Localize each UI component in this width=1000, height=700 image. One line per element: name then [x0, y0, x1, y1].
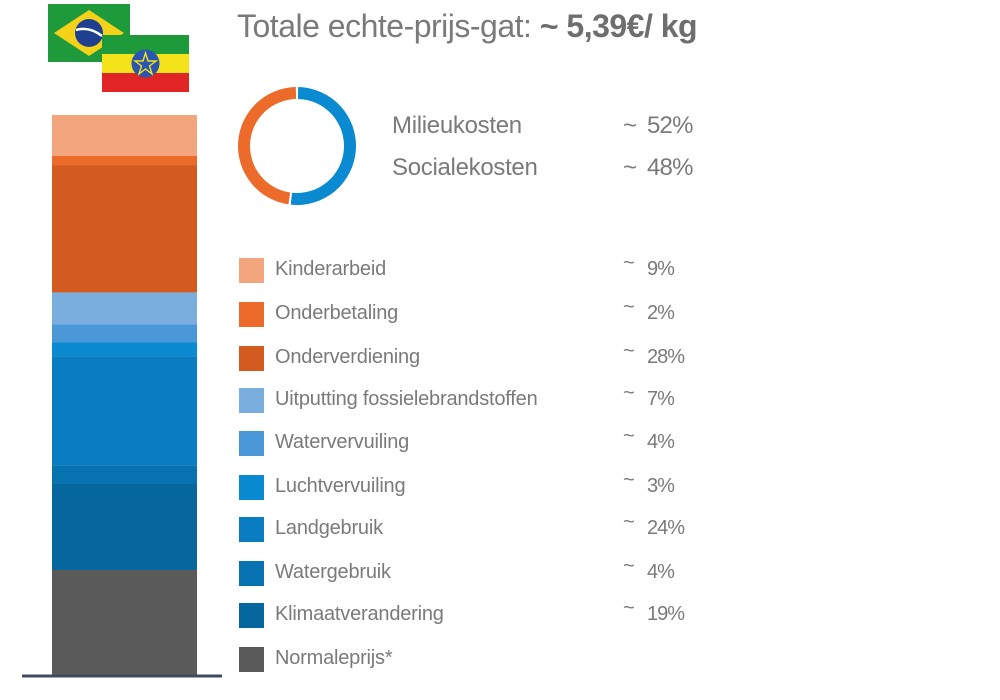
bar-segment-landgebruik [52, 356, 197, 466]
legend-pct: 4% [647, 431, 675, 453]
bar-segment-kinderarbeid [52, 115, 197, 156]
legend-swatch [239, 647, 264, 672]
legend-swatch [239, 302, 264, 327]
legend-item-onderverdiening: Onderverdiening ~ 28% [239, 340, 719, 372]
legend-tilde: ~ [623, 252, 635, 274]
donut-slice-milieukosten [290, 87, 357, 206]
title-value: ~ 5,39€/ kg [539, 8, 698, 44]
legend-label: Klimaatverandering [275, 603, 444, 625]
bar-segment-onderverdiening [52, 165, 197, 293]
legend-swatch [239, 346, 264, 371]
legend-label: Uitputting fossielebrandstoffen [275, 388, 538, 410]
summary-tilde-milieukosten: ~ [623, 112, 637, 139]
legend-item-uitputting-fossielebrandstoffen: Uitputting fossielebrandstoffen ~ 7% [239, 382, 719, 414]
legend-swatch [239, 517, 264, 542]
legend-tilde: ~ [623, 511, 635, 533]
legend-pct: 3% [647, 475, 675, 497]
legend-pct: 2% [647, 302, 675, 324]
legend-item-kinderarbeid: Kinderarbeid ~ 9% [239, 252, 719, 284]
summary-pct-milieukosten: 52% [647, 112, 693, 139]
legend-tilde: ~ [623, 469, 635, 491]
summary-label-socialekosten: Socialekosten [392, 154, 538, 181]
legend-item-watergebruik: Watergebruik ~ 4% [239, 555, 719, 587]
legend-pct: 24% [647, 517, 685, 539]
bar-segment-watervervuiling [52, 324, 197, 343]
bar-segment-luchtvervuiling [52, 342, 197, 357]
bar-segment-normaleprijs [52, 570, 197, 676]
legend-swatch [239, 258, 264, 283]
legend-label: Watergebruik [275, 561, 391, 583]
legend-pct: 7% [647, 388, 675, 410]
legend-item-onderbetaling: Onderbetaling ~ 2% [239, 296, 719, 328]
legend-tilde: ~ [623, 425, 635, 447]
legend-pct: 28% [647, 346, 685, 368]
bar-segment-onderbetaling [52, 155, 197, 166]
legend-swatch [239, 475, 264, 500]
donut-chart [238, 87, 357, 206]
legend-label: Watervervuiling [275, 431, 410, 453]
summary-label-milieukosten: Milieukosten [392, 112, 522, 139]
legend-item-normaleprijs: Normaleprijs* [239, 647, 719, 673]
legend-tilde: ~ [623, 597, 635, 619]
bar-segment-watergebruik [52, 465, 197, 484]
legend-swatch [239, 561, 264, 586]
ethiopia-flag-icon [102, 35, 189, 92]
legend-swatch [239, 603, 264, 628]
legend-tilde: ~ [623, 382, 635, 404]
legend-item-landgebruik: Landgebruik ~ 24% [239, 511, 719, 543]
legend-item-watervervuiling: Watervervuiling ~ 4% [239, 425, 719, 457]
bar-segment-uitputting-fossielebrandstoffen [52, 292, 197, 325]
legend-tilde: ~ [623, 555, 635, 577]
legend-tilde: ~ [623, 340, 635, 362]
legend-label: Onderbetaling [275, 302, 399, 324]
legend-swatch [239, 431, 264, 456]
summary-tilde-socialekosten: ~ [623, 154, 637, 181]
summary-pct-socialekosten: 48% [647, 154, 693, 181]
legend-swatch [239, 388, 264, 413]
legend-item-klimaatverandering: Klimaatverandering ~ 19% [239, 597, 719, 629]
legend-label: Landgebruik [275, 517, 383, 539]
title-label: Totale echte-prijs-gat: [237, 8, 532, 44]
legend-label: Kinderarbeid [275, 258, 387, 280]
legend-pct: 4% [647, 561, 675, 583]
legend-label: Luchtvervuiling [275, 475, 406, 497]
donut-slice-socialekosten [238, 87, 297, 205]
legend-tilde: ~ [623, 296, 635, 318]
legend-label: Normaleprijs* [275, 647, 393, 669]
legend-pct: 9% [647, 258, 675, 280]
legend-pct: 19% [647, 603, 685, 625]
chart-title: Totale echte-prijs-gat: ~ 5,39€/ kg [237, 8, 698, 45]
legend-label: Onderverdiening [275, 346, 420, 368]
legend-item-luchtvervuiling: Luchtvervuiling ~ 3% [239, 469, 719, 501]
bar-segment-klimaatverandering [52, 483, 197, 570]
